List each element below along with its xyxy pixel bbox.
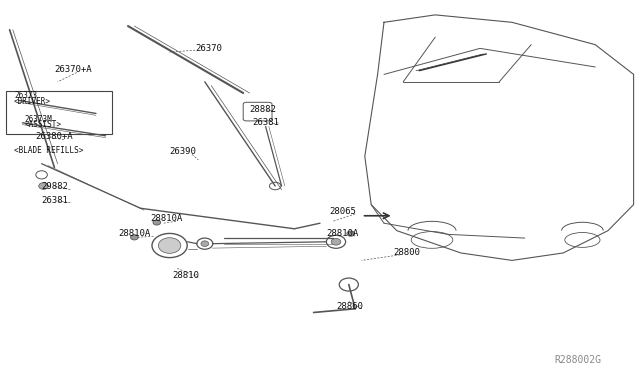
Ellipse shape <box>332 238 341 245</box>
Ellipse shape <box>201 241 209 247</box>
Text: 26370: 26370 <box>195 44 222 53</box>
Text: <DRIVER>: <DRIVER> <box>14 97 51 106</box>
Text: 29882: 29882 <box>42 182 68 191</box>
Text: 28810A: 28810A <box>326 229 358 238</box>
Text: 28810A: 28810A <box>118 229 150 238</box>
Text: 28810: 28810 <box>173 271 200 280</box>
Ellipse shape <box>39 183 49 189</box>
Text: 28065: 28065 <box>330 207 356 216</box>
Text: 28800: 28800 <box>394 248 420 257</box>
Text: 28882: 28882 <box>250 105 276 114</box>
Text: 26380+A: 26380+A <box>35 132 73 141</box>
Ellipse shape <box>159 238 181 253</box>
Text: 28860: 28860 <box>336 302 363 311</box>
Ellipse shape <box>153 220 161 225</box>
Text: 26381: 26381 <box>253 118 280 126</box>
Text: 28810A: 28810A <box>150 214 182 223</box>
Ellipse shape <box>131 235 138 240</box>
Text: <ASSIST>: <ASSIST> <box>24 120 61 129</box>
Ellipse shape <box>347 231 355 236</box>
Text: 26370+A: 26370+A <box>54 65 92 74</box>
Text: R288002G: R288002G <box>555 355 602 365</box>
Text: 26390: 26390 <box>170 147 196 156</box>
Text: 26373: 26373 <box>14 91 37 100</box>
Text: 26373M: 26373M <box>24 115 52 124</box>
Text: 26381: 26381 <box>42 196 68 205</box>
Text: <BLADE REFILLS>: <BLADE REFILLS> <box>14 146 83 155</box>
